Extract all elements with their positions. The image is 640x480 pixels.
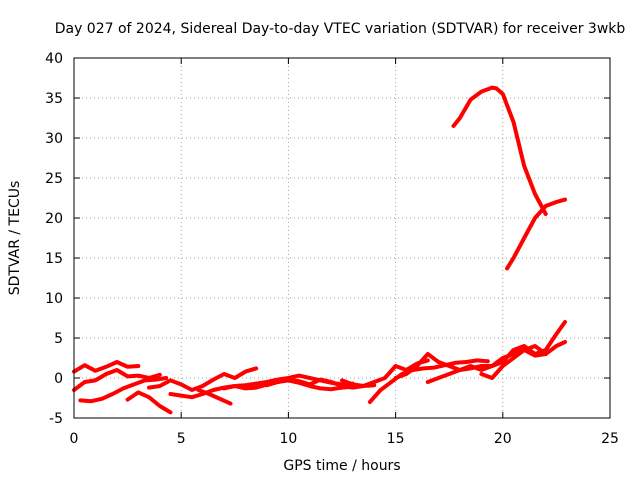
- y-tick-label: 10: [45, 291, 63, 307]
- x-tick-label: 5: [177, 431, 186, 447]
- series-line-16: [505, 197, 567, 271]
- series-line-14: [479, 348, 548, 380]
- series-line-12: [393, 340, 567, 380]
- series-line-4: [125, 390, 173, 415]
- y-axis-ticks: -5 0 5 10 15 20 25 30 35 40: [45, 51, 610, 427]
- x-axis-label: GPS time / hours: [283, 458, 400, 474]
- x-tick-label: 20: [494, 431, 512, 447]
- series-line-11: [367, 358, 490, 404]
- x-tick-label: 25: [601, 431, 619, 447]
- series-line-10: [340, 358, 430, 388]
- y-tick-label: 0: [54, 371, 63, 387]
- y-tick-label: 20: [45, 211, 63, 227]
- y-tick-label: 25: [45, 171, 63, 187]
- series-line-2: [72, 368, 162, 392]
- y-axis-label: SDTVAR / TECUs: [7, 181, 23, 296]
- x-tick-label: 0: [70, 431, 79, 447]
- x-tick-label: 10: [279, 431, 297, 447]
- series-line-13: [425, 320, 567, 384]
- grid-lines: [74, 58, 610, 418]
- y-tick-label: -5: [49, 411, 63, 427]
- y-tick-label: 35: [45, 91, 63, 107]
- y-tick-label: 40: [45, 51, 63, 67]
- series-line-3: [78, 376, 169, 404]
- y-tick-label: 15: [45, 251, 63, 267]
- series-line-9: [265, 377, 366, 390]
- series-line-7: [196, 388, 233, 406]
- x-axis-ticks: 0 5 10 15 20 25: [70, 58, 619, 447]
- y-tick-label: 5: [54, 331, 63, 347]
- series-line-6: [147, 366, 259, 392]
- plot-frame: [73, 57, 611, 419]
- x-tick-label: 15: [387, 431, 405, 447]
- series-line-1: [72, 360, 141, 374]
- chart-title: Day 027 of 2024, Sidereal Day-to-day VTE…: [55, 21, 626, 37]
- data-series: [72, 85, 567, 415]
- y-tick-label: 30: [45, 131, 63, 147]
- series-line-15: [451, 85, 548, 216]
